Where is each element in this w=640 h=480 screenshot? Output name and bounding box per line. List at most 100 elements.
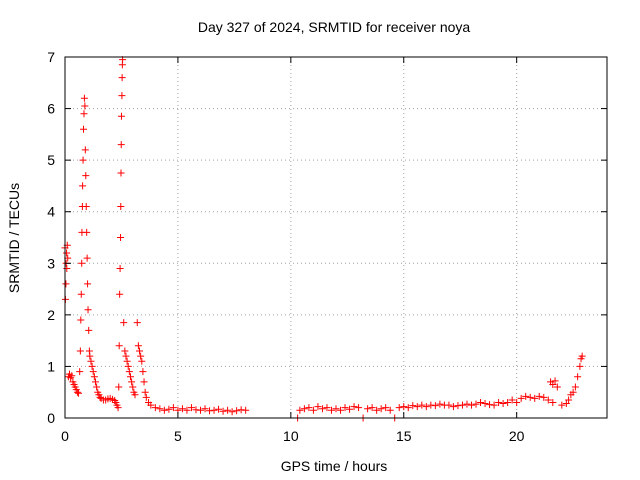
data-point — [337, 406, 345, 414]
data-point — [215, 405, 223, 413]
data-point — [427, 401, 435, 409]
data-point — [125, 368, 133, 376]
data-point — [117, 169, 125, 177]
y-tick-label: 1 — [47, 358, 55, 374]
data-point — [137, 352, 145, 360]
data-point — [91, 378, 99, 386]
data-point — [79, 156, 87, 164]
data-point — [553, 383, 561, 391]
data-point — [431, 402, 439, 410]
data-point — [346, 405, 354, 413]
data-point — [305, 404, 313, 412]
data-point — [90, 373, 98, 381]
data-point — [129, 383, 137, 391]
data-point — [77, 316, 85, 324]
data-point — [409, 402, 417, 410]
data-point — [122, 352, 130, 360]
data-point — [531, 394, 539, 402]
data-point — [141, 388, 149, 396]
data-point — [233, 407, 241, 415]
data-point — [88, 362, 96, 370]
data-point — [341, 404, 349, 412]
data-point — [160, 406, 168, 414]
chart-title: Day 327 of 2024, SRMTID for receiver noy… — [198, 19, 471, 35]
data-point — [151, 404, 159, 412]
data-point — [551, 377, 559, 385]
data-point — [156, 405, 164, 413]
data-point — [123, 357, 131, 365]
x-tick-label: 0 — [61, 428, 69, 444]
y-tick-label: 7 — [47, 49, 55, 65]
data-point — [84, 306, 92, 314]
data-point — [449, 403, 457, 411]
data-point — [535, 392, 543, 400]
data-point — [544, 396, 552, 404]
data-point — [565, 396, 573, 404]
data-point — [296, 406, 304, 414]
data-point — [578, 352, 586, 360]
data-point — [472, 400, 480, 408]
data-point — [63, 264, 71, 272]
data-point — [63, 249, 71, 257]
data-point — [115, 383, 123, 391]
data-point — [116, 264, 124, 272]
data-point — [126, 373, 134, 381]
data-point — [136, 347, 144, 355]
y-tick-label: 0 — [47, 410, 55, 426]
data-point — [83, 228, 91, 236]
data-point — [327, 406, 335, 414]
data-point — [86, 352, 94, 360]
data-point — [131, 391, 139, 399]
data-point — [76, 368, 84, 376]
data-point — [350, 403, 358, 411]
y-tick-label: 5 — [47, 152, 55, 168]
data-point — [458, 401, 466, 409]
data-point — [84, 280, 92, 288]
data-point — [210, 406, 218, 414]
data-point — [114, 404, 122, 412]
data-point — [116, 290, 124, 298]
x-tick-label: 5 — [174, 428, 182, 444]
data-point — [89, 368, 97, 376]
data-point — [118, 92, 126, 100]
data-point — [83, 254, 91, 262]
data-point — [571, 383, 579, 391]
data-point — [504, 399, 512, 407]
data-point — [80, 94, 88, 102]
data-point — [128, 378, 136, 386]
data-point — [549, 399, 557, 407]
data-point — [517, 394, 525, 402]
data-point — [513, 399, 521, 407]
data-point — [508, 396, 516, 404]
data-point — [549, 380, 557, 388]
data-point — [242, 406, 250, 414]
data-point — [117, 141, 125, 149]
data-point — [142, 393, 150, 401]
data-point — [468, 401, 475, 409]
data-point — [495, 399, 503, 407]
data-point — [62, 280, 70, 288]
data-point — [81, 102, 89, 110]
data-point — [422, 403, 430, 411]
data-point — [377, 405, 385, 413]
data-point — [395, 404, 403, 412]
data-point — [309, 406, 317, 414]
data-point — [219, 407, 227, 415]
data-point — [314, 403, 322, 411]
data-point — [522, 392, 530, 400]
y-axis-label: SRMTID / TECUs — [6, 183, 22, 293]
data-point — [318, 405, 326, 413]
data-point — [82, 203, 90, 211]
data-point — [499, 400, 507, 408]
data-point — [364, 405, 372, 413]
data-point — [332, 405, 340, 413]
data-point — [81, 146, 89, 154]
data-point — [80, 125, 88, 133]
data-point — [68, 372, 76, 380]
x-tick-label: 20 — [509, 428, 525, 444]
data-point — [206, 407, 214, 415]
data-point — [147, 401, 155, 409]
data-point — [418, 401, 426, 409]
x-tick-label: 10 — [283, 428, 299, 444]
